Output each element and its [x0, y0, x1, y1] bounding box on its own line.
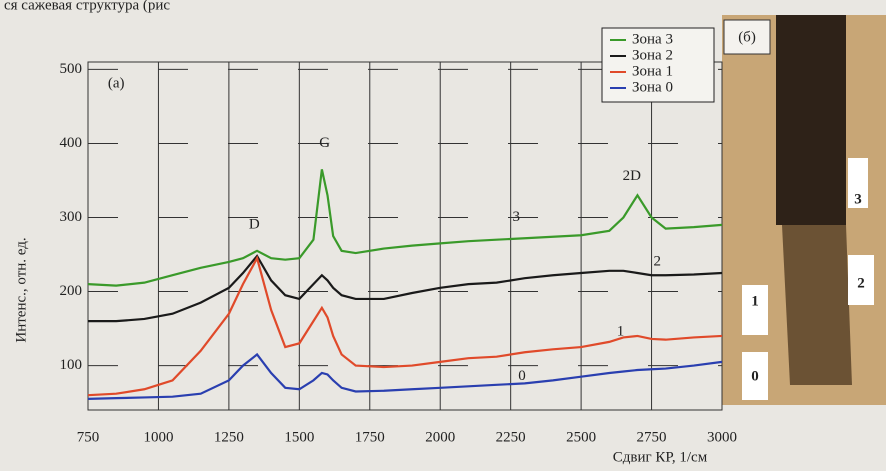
annotation: 2 [653, 253, 661, 269]
y-tick-label: 100 [60, 357, 83, 373]
photo-panel: (б) 3 2 1 0 [722, 15, 886, 405]
x-tick-label: 2000 [425, 429, 455, 445]
photo-dark [776, 15, 846, 225]
zone-box [848, 255, 874, 305]
annotation: (а) [108, 76, 125, 92]
x-tick-label: 2500 [566, 429, 596, 445]
x-tick-label: 1500 [284, 429, 314, 445]
y-tick-label: 300 [60, 209, 83, 225]
legend-label: Зона 1 [632, 63, 673, 79]
annotation: 1 [617, 324, 625, 340]
photo-label-box [723, 19, 771, 55]
x-tick-label: 750 [77, 429, 100, 445]
annotation: 2D [623, 168, 642, 184]
zone-box [742, 352, 768, 400]
annotation: G [319, 135, 330, 151]
zone-box [742, 285, 768, 335]
series-line [87, 352, 723, 400]
header-text: ся сажевая структура (рис [4, 0, 170, 13]
y-axis-label: Интенс., отн. ед. [13, 237, 29, 342]
zone-label: 2 [857, 275, 865, 291]
zone-label: 3 [854, 191, 862, 207]
x-tick-label: 2250 [496, 429, 526, 445]
series-line [87, 169, 723, 287]
annotation: D [249, 216, 260, 232]
series-line [87, 255, 723, 397]
photo-label: (б) [738, 29, 756, 45]
zone-label: 0 [751, 368, 759, 384]
y-tick-label: 400 [60, 135, 83, 151]
x-tick-label: 1750 [355, 429, 385, 445]
annotation: 3 [513, 209, 521, 225]
annotation: 0 [518, 368, 526, 384]
x-tick-label: 2750 [637, 429, 667, 445]
zone-box [848, 158, 868, 208]
y-tick-label: 500 [60, 61, 83, 77]
legend-label: Зона 3 [632, 31, 673, 47]
x-tick-label: 3000 [707, 429, 737, 445]
legend-label: Зона 0 [632, 79, 673, 95]
x-tick-label: 1000 [143, 429, 173, 445]
y-tick-label: 200 [60, 283, 83, 299]
photo-mid [782, 225, 852, 385]
legend-label: Зона 2 [632, 47, 673, 63]
x-tick-label: 1250 [214, 429, 244, 445]
zone-label: 1 [751, 293, 759, 309]
x-axis-label: Сдвиг КР, 1/см [613, 449, 708, 465]
series-line [88, 254, 723, 323]
